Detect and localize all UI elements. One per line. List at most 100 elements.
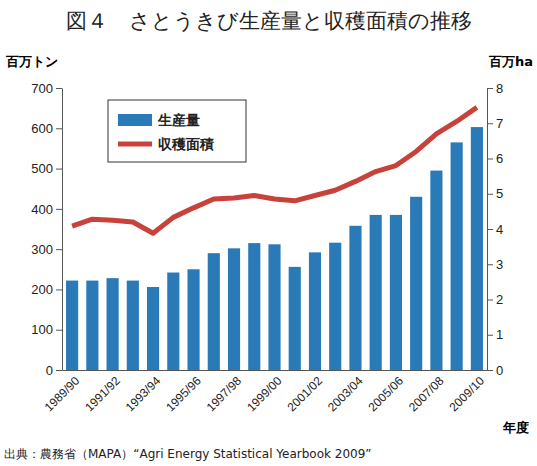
tick-mark <box>56 289 62 290</box>
y2-axis-title: 百万ha <box>488 54 533 69</box>
tick: 2005/06 <box>366 373 407 414</box>
tick-label: 1989/90 <box>42 373 83 414</box>
bar <box>107 278 119 370</box>
tick: 2 <box>487 292 503 307</box>
tick-label: 1993/94 <box>123 373 164 414</box>
bar <box>167 273 179 370</box>
legend-label: 収穫面積 <box>158 136 214 152</box>
tick: 1999/00 <box>244 373 285 414</box>
bar <box>187 269 199 370</box>
tick: 5 <box>487 186 503 201</box>
tick: 6 <box>487 151 503 166</box>
tick: 100 <box>31 322 62 337</box>
tick-mark <box>487 88 493 89</box>
bar <box>410 197 422 370</box>
bar <box>289 267 301 370</box>
tick: 1997/98 <box>204 373 245 414</box>
tick-label: 2007/08 <box>406 373 447 414</box>
tick-mark <box>56 128 62 129</box>
tick: 1993/94 <box>123 373 164 414</box>
tick: 2009/10 <box>446 373 487 414</box>
tick-label: 300 <box>31 242 53 257</box>
y-axis: 0 100 200 300 400 500 600 700 <box>31 81 62 378</box>
bar <box>268 244 280 370</box>
tick-mark <box>56 370 62 371</box>
legend-label: 生産量 <box>157 112 200 128</box>
tick-mark <box>487 300 493 301</box>
bar <box>147 287 159 370</box>
tick: 1989/90 <box>42 373 83 414</box>
tick-mark <box>56 330 62 331</box>
bar <box>228 248 240 370</box>
tick-label: 0 <box>496 363 503 378</box>
axis-line <box>62 89 63 371</box>
tick: 1 <box>487 327 503 342</box>
tick-label: 100 <box>31 322 53 337</box>
tick: 2007/08 <box>406 373 447 414</box>
tick: 3 <box>487 257 503 272</box>
tick-label: 1995/96 <box>163 373 204 414</box>
title: 図４ さとうきび生産量と収穫面積の推移 <box>66 9 472 33</box>
bar <box>430 171 442 370</box>
tick: 500 <box>31 161 62 176</box>
tick-label: 1 <box>496 327 503 342</box>
tick: 2001/02 <box>285 373 326 414</box>
tick-mark <box>487 194 493 195</box>
tick-label: 8 <box>496 81 503 96</box>
bar <box>390 215 402 370</box>
tick-label: 2005/06 <box>366 373 407 414</box>
tick: 7 <box>487 116 503 131</box>
tick: 200 <box>31 282 62 297</box>
legend-box <box>108 100 246 162</box>
tick-label: 2001/02 <box>285 373 326 414</box>
bar <box>370 215 382 370</box>
legend: 生産量収穫面積 <box>108 100 246 162</box>
bar <box>451 142 463 370</box>
source: 出典：農務省（MAPA）“Agri Energy Statistical Yea… <box>4 447 372 461</box>
bar <box>309 252 321 370</box>
y-axis-title: 百万トン <box>5 54 58 69</box>
tick-label: 2 <box>496 292 503 307</box>
tick-label: 6 <box>496 151 503 166</box>
bar <box>471 127 483 370</box>
tick-label: 4 <box>496 222 503 237</box>
tick-label: 0 <box>46 363 53 378</box>
tick-mark <box>56 209 62 210</box>
tick-mark <box>487 229 493 230</box>
tick-label: 2009/10 <box>446 373 487 414</box>
y2-axis: 0 1 2 3 4 5 6 7 8 <box>487 81 503 378</box>
bar <box>127 281 139 370</box>
x-axis-title: 年度 <box>502 420 529 435</box>
x-axis: 1989/901991/921993/941995/961997/981999/… <box>42 371 488 415</box>
tick: 600 <box>31 121 62 136</box>
tick-label: 200 <box>31 282 53 297</box>
tick-mark <box>56 88 62 89</box>
bar <box>86 281 98 370</box>
tick-label: 1999/00 <box>244 373 285 414</box>
bar <box>208 253 220 370</box>
tick-mark <box>487 335 493 336</box>
bar <box>349 226 361 370</box>
bar <box>329 243 341 370</box>
chart: 図４ さとうきび生産量と収穫面積の推移百万トン 百万ha 年度出典：農務省（MAPA… <box>0 0 537 466</box>
legend-swatch <box>118 114 152 126</box>
tick-mark <box>487 370 493 371</box>
tick-label: 400 <box>31 202 53 217</box>
tick-label: 2003/04 <box>325 373 366 414</box>
tick-label: 5 <box>496 186 503 201</box>
tick: 700 <box>31 81 62 96</box>
tick-label: 500 <box>31 161 53 176</box>
tick: 0 <box>487 363 503 378</box>
tick: 1995/96 <box>163 373 204 414</box>
tick-label: 1991/92 <box>82 373 123 414</box>
tick: 1991/92 <box>82 373 123 414</box>
tick: 300 <box>31 242 62 257</box>
tick-mark <box>56 249 62 250</box>
tick-label: 700 <box>31 81 53 96</box>
tick: 2003/04 <box>325 373 366 414</box>
axis-line <box>63 370 488 371</box>
tick-mark <box>487 159 493 160</box>
tick-mark <box>487 264 493 265</box>
tick-label: 600 <box>31 121 53 136</box>
tick-label: 3 <box>496 257 503 272</box>
